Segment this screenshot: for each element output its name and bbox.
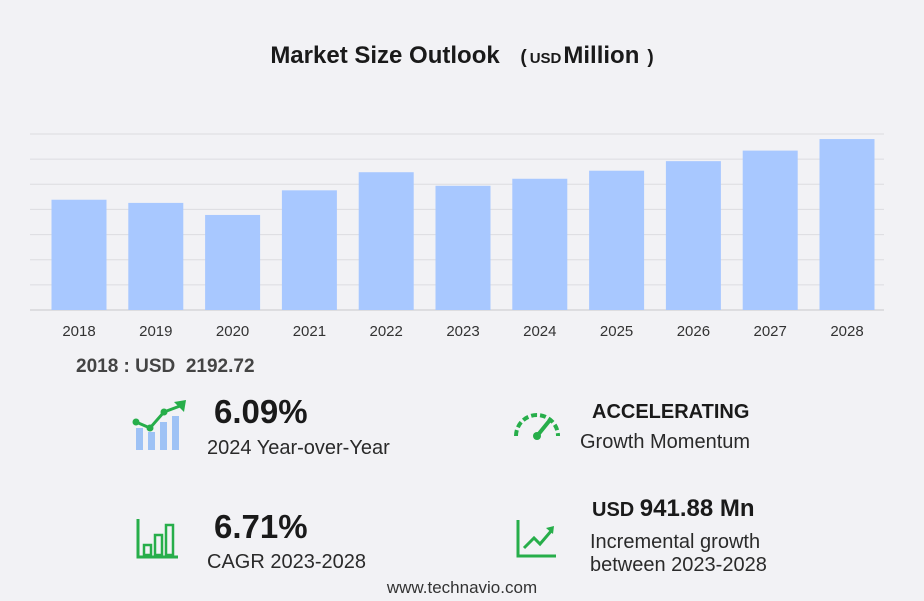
x-tick-label: 2023 — [446, 323, 479, 340]
yoy-value: 6.09% — [214, 393, 308, 430]
bar-2018 — [51, 199, 107, 310]
x-tick-label: 2024 — [523, 323, 556, 340]
chart-title-paren-close: ) — [647, 47, 654, 68]
first-year-value: 2018 : USD 2192.72 — [76, 356, 255, 378]
x-tick-label: 2022 — [370, 323, 403, 340]
bar-chart-icon — [136, 519, 178, 559]
growth-chart-icon — [132, 400, 186, 450]
bar-2023 — [435, 185, 491, 310]
bar-chart: 2018 2019 2020 2021 2022 2023 2024 2025 2026 2027… — [30, 133, 884, 340]
trend-line-icon — [516, 520, 556, 558]
cagr-value: 6.71% — [214, 508, 308, 545]
chart-title-unit-prefix: USD — [529, 50, 562, 67]
yoy-label: 2024 Year-over-Year — [207, 437, 390, 459]
momentum-label: Growth Momentum — [580, 431, 751, 453]
incremental-metric: USD 941.88 Mn — [592, 495, 755, 523]
chart-title: Market Size Outlook (USDMillion) — [0, 42, 924, 70]
speedometer-icon — [514, 413, 560, 440]
x-tick-label: 2025 — [600, 323, 633, 340]
x-tick-label: 2027 — [754, 323, 787, 340]
bar-2021 — [281, 190, 337, 310]
chart-title-main: Market Size Outlook — [270, 42, 500, 69]
x-tick-label: 2019 — [139, 323, 172, 340]
bar-2028 — [819, 139, 875, 310]
chart-x-ticks: 2018 2019 2020 2021 2022 2023 2024 2025 2026 2027… — [62, 323, 863, 340]
momentum-metric: ACCELERATING — [592, 401, 749, 424]
incremental-label-line2: between 2023-2028 — [590, 554, 767, 576]
chart-bars — [51, 139, 875, 310]
x-tick-label: 2018 — [62, 323, 95, 340]
momentum-value: ACCELERATING — [592, 401, 750, 423]
bar-2027 — [742, 150, 798, 310]
cagr-label-wrap: CAGR 2023-2028 — [207, 551, 366, 574]
footer-url[interactable]: www.technavio.com — [386, 578, 538, 597]
x-tick-label: 2020 — [216, 323, 249, 340]
chart-title-paren-open: ( — [520, 47, 527, 68]
cagr-metric: 6.71% — [214, 508, 308, 546]
momentum-label-wrap: Growth Momentum — [580, 431, 750, 454]
x-tick-label: 2021 — [293, 323, 326, 340]
incremental-label-line1: Incremental growth — [590, 531, 761, 553]
bar-2025 — [589, 170, 645, 310]
incremental-prefix: USD — [592, 499, 635, 521]
cagr-label: CAGR 2023-2028 — [207, 551, 366, 573]
bar-2019 — [128, 202, 184, 310]
bar-2026 — [665, 161, 721, 310]
chart-title-unit: Million — [563, 42, 640, 69]
x-tick-label: 2026 — [677, 323, 710, 340]
yoy-label-wrap: 2024 Year-over-Year — [207, 437, 390, 460]
x-tick-label: 2028 — [830, 323, 863, 340]
first-year-value-amount: 2192.72 — [185, 356, 255, 377]
first-year-value-label: 2018 : USD — [76, 356, 176, 377]
bar-2022 — [358, 172, 414, 310]
incremental-value: 941.88 Mn — [639, 495, 755, 522]
bar-2024 — [512, 178, 568, 310]
incremental-label-wrap: Incremental growth between 2023-2028 — [590, 531, 767, 577]
bar-2020 — [205, 214, 261, 310]
yoy-metric: 6.09% — [214, 393, 308, 431]
